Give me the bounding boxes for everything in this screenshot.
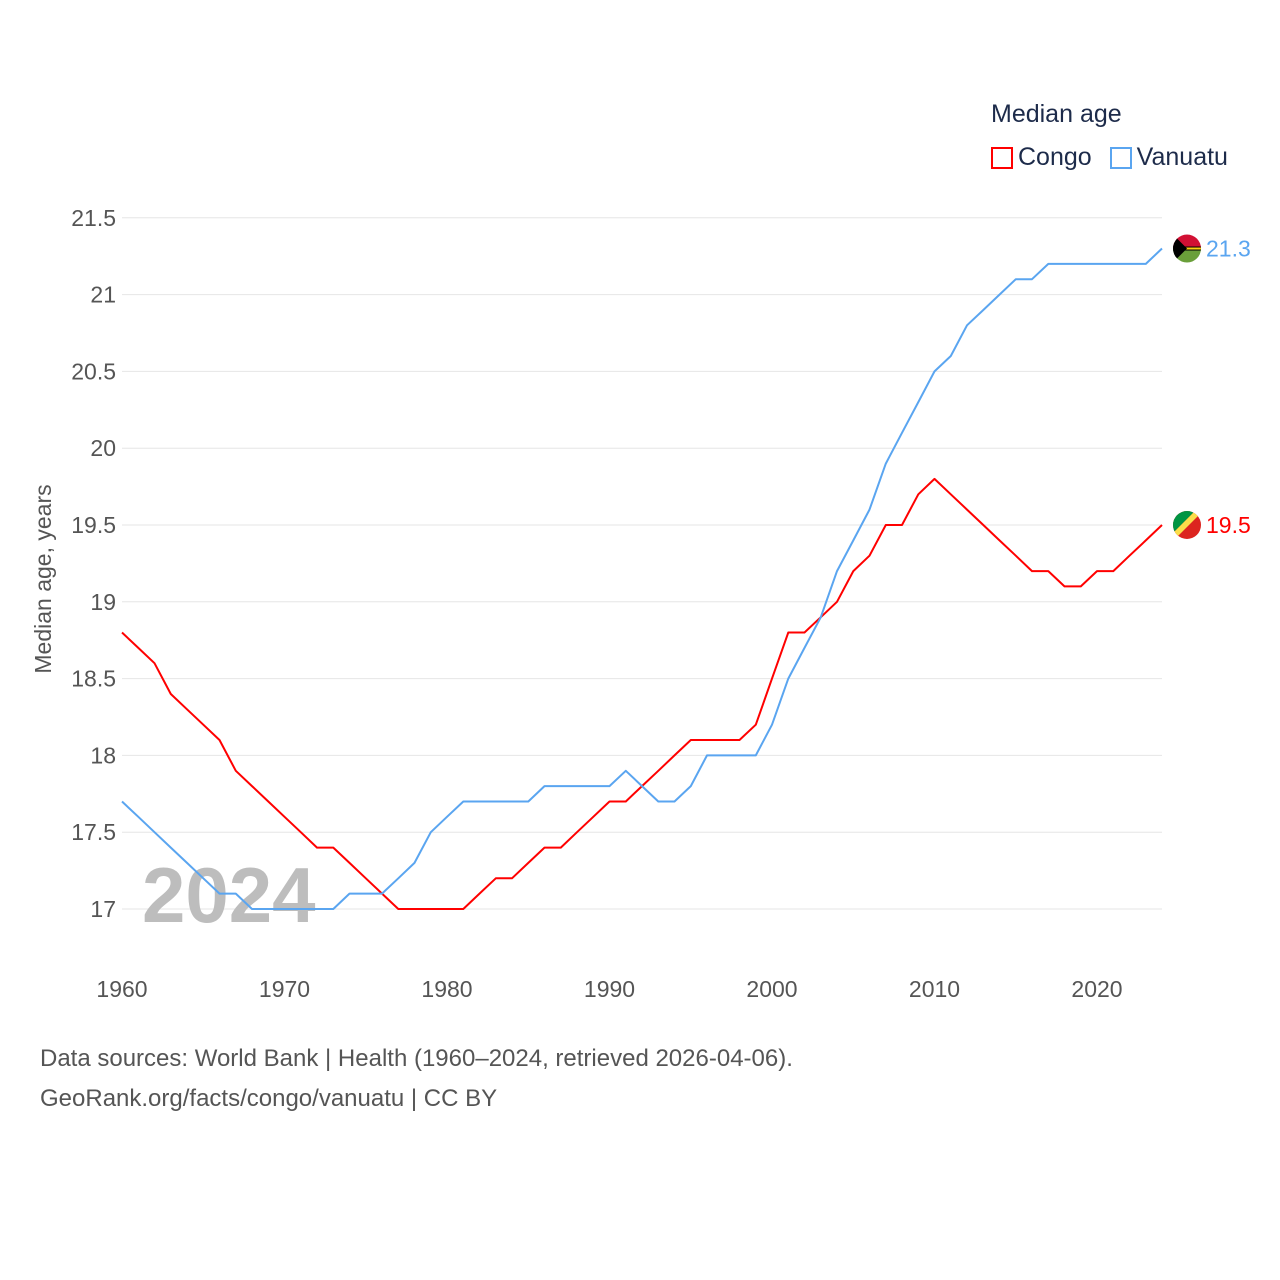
legend-swatch-vanuatu bbox=[1109, 146, 1132, 169]
y-tick-label: 20 bbox=[90, 435, 116, 461]
y-tick-label: 19 bbox=[90, 589, 116, 615]
y-tick-label: 20.5 bbox=[71, 358, 116, 384]
flag-icon-congo bbox=[1173, 511, 1201, 539]
y-tick-label: 19.5 bbox=[71, 512, 116, 538]
series-line-vanuatu bbox=[121, 247, 1163, 910]
y-axis-title: Median age, years bbox=[30, 484, 56, 673]
source-text: Data sources: World Bank | Health (1960–… bbox=[40, 1045, 793, 1072]
legend-item-congo[interactable]: Congo bbox=[991, 143, 1092, 172]
series-line-congo bbox=[121, 477, 1163, 910]
y-tick-label: 21.5 bbox=[71, 205, 116, 231]
y-tick-label: 18.5 bbox=[71, 666, 116, 692]
end-value-label-congo: 19.5 bbox=[1206, 512, 1251, 538]
legend-item-vanuatu[interactable]: Vanuatu bbox=[1109, 143, 1228, 172]
y-tick-label: 17.5 bbox=[71, 819, 116, 845]
x-tick-label: 1960 bbox=[96, 976, 147, 1002]
x-tick-label: 1970 bbox=[259, 976, 310, 1002]
legend: Congo Vanuatu bbox=[991, 143, 1228, 172]
year-watermark: 2024 bbox=[142, 851, 316, 939]
legend-label: Congo bbox=[1018, 143, 1092, 171]
y-tick-label: 18 bbox=[90, 742, 116, 768]
y-tick-label: 17 bbox=[90, 896, 116, 922]
y-tick-label: 21 bbox=[90, 282, 116, 308]
flag-icon-vanuatu bbox=[1173, 234, 1201, 263]
x-tick-label: 2010 bbox=[909, 976, 960, 1002]
x-tick-label: 1990 bbox=[584, 976, 635, 1002]
end-value-label-vanuatu: 21.3 bbox=[1206, 236, 1251, 262]
legend-title: Median age bbox=[991, 100, 1122, 128]
legend-swatch-congo bbox=[991, 146, 1013, 169]
legend-label: Vanuatu bbox=[1136, 143, 1228, 171]
x-tick-label: 1980 bbox=[421, 976, 472, 1002]
x-tick-label: 2000 bbox=[746, 976, 797, 1002]
x-tick-label: 2020 bbox=[1071, 976, 1122, 1002]
source-link[interactable]: GeoRank.org/facts/congo/vanuatu | CC BY bbox=[40, 1085, 498, 1112]
